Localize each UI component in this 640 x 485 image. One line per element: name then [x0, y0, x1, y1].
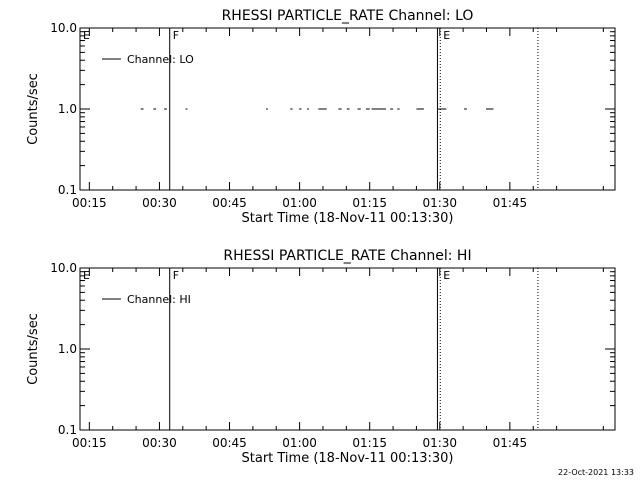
y-axis-label: Counts/sec: [26, 73, 41, 145]
chart-title: RHESSI PARTICLE_RATE Channel: HI: [223, 248, 471, 264]
x-tick-label: 00:30: [142, 196, 177, 210]
marker-label: E: [83, 29, 90, 42]
marker-label: F: [173, 29, 179, 42]
x-tick-label: 00:45: [212, 436, 247, 450]
chart-title: RHESSI PARTICLE_RATE Channel: LO: [222, 8, 474, 24]
x-tick-label: 01:45: [493, 196, 528, 210]
x-tick-label: 01:30: [422, 436, 457, 450]
y-tick-label: 10.0: [50, 21, 77, 35]
marker-label: E: [83, 269, 90, 282]
x-tick-label: 00:45: [212, 196, 247, 210]
y-tick-label: 1.0: [58, 102, 77, 116]
chart-panel-1: RHESSI PARTICLE_RATE Channel: HI 00:15 00:…: [26, 248, 616, 466]
chart-panel-0: RHESSI PARTICLE_RATE Channel: LO 00:15 00:…: [26, 8, 616, 226]
x-tick-label: 01:30: [422, 196, 457, 210]
x-tick-label: 01:00: [282, 196, 317, 210]
x-tick-label: 00:15: [72, 436, 107, 450]
legend-label: Channel: LO: [127, 53, 194, 66]
x-axis-label: Start Time (18-Nov-11 00:13:30): [242, 451, 454, 466]
y-tick-label: 1.0: [58, 342, 77, 356]
x-tick-label: 01:00: [282, 436, 317, 450]
marker-label: E: [443, 29, 450, 42]
y-tick-label: 0.1: [58, 423, 77, 437]
x-tick-label: 01:45: [493, 436, 528, 450]
footer-timestamp: 22-Oct-2021 13:33: [558, 468, 634, 477]
y-tick-label: 0.1: [58, 183, 77, 197]
marker-label: E: [443, 269, 450, 282]
x-tick-label: 00:15: [72, 196, 107, 210]
x-tick-label: 01:15: [352, 436, 387, 450]
y-tick-label: 10.0: [50, 261, 77, 275]
x-axis-label: Start Time (18-Nov-11 00:13:30): [242, 211, 454, 226]
legend-label: Channel: HI: [127, 293, 191, 306]
y-axis-label: Counts/sec: [26, 313, 41, 385]
x-tick-label: 01:15: [352, 196, 387, 210]
x-tick-label: 00:30: [142, 436, 177, 450]
marker-label: F: [173, 269, 179, 282]
